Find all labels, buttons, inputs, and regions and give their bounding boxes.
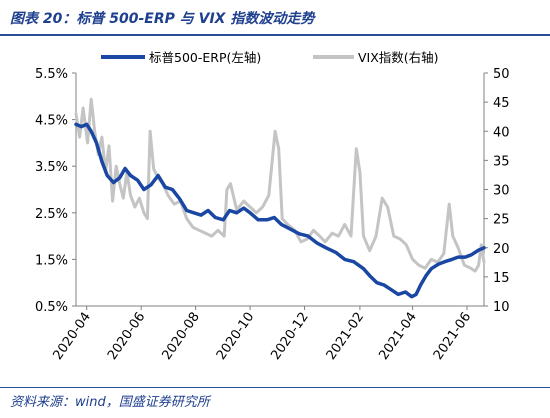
x-tick-label: 2020-06 <box>105 310 148 363</box>
right-tick-label: 35 <box>493 154 510 169</box>
x-tick-label: 2020-04 <box>51 310 94 363</box>
source-note: 资料来源：wind，国盛证券研究所 <box>10 395 210 410</box>
right-tick-label: 10 <box>493 300 510 315</box>
x-tick-label: 2021-04 <box>376 310 419 363</box>
legend-vix-label: VIX指数(右轴) <box>358 50 439 65</box>
x-tick-label: 2021-02 <box>324 310 367 363</box>
left-tick-label: 4.5% <box>35 114 68 129</box>
right-tick-label: 40 <box>493 125 510 140</box>
right-tick-label: 50 <box>493 67 510 82</box>
chart-axes: 0.5% 1.5% 2.5% 3.5% 4.5% 5.5% 10 15 20 25 30 35 40 45… <box>35 67 510 363</box>
right-tick-label: 45 <box>493 96 510 111</box>
source-rule <box>0 387 550 388</box>
right-tick-label: 30 <box>493 184 510 199</box>
x-tick-label: 2020-12 <box>268 310 311 363</box>
x-tick-label: 2020-08 <box>159 310 202 363</box>
x-tick-label: 2021-06 <box>431 310 474 363</box>
title-rule <box>0 34 550 36</box>
left-tick-label: 5.5% <box>35 67 68 82</box>
legend-erp-label: 标普500-ERP(左轴) <box>149 50 261 65</box>
left-tick-label: 1.5% <box>35 253 68 268</box>
erp-series-line <box>74 122 486 299</box>
left-tick-label: 0.5% <box>35 300 68 315</box>
chart-series <box>74 97 486 299</box>
right-tick-label: 15 <box>493 271 510 286</box>
right-tick-label: 25 <box>493 213 510 228</box>
vix-series-line <box>74 97 486 273</box>
left-tick-label: 2.5% <box>35 207 68 222</box>
x-tick-label: 2020-10 <box>214 310 257 363</box>
chart-legend: 标普500-ERP(左轴) VIX指数(右轴) <box>101 50 439 65</box>
right-tick-label: 20 <box>493 242 510 257</box>
left-tick-label: 3.5% <box>35 160 68 175</box>
figure-title: 图表 20：标普 500-ERP 与 VIX 指数波动走势 <box>10 11 315 27</box>
